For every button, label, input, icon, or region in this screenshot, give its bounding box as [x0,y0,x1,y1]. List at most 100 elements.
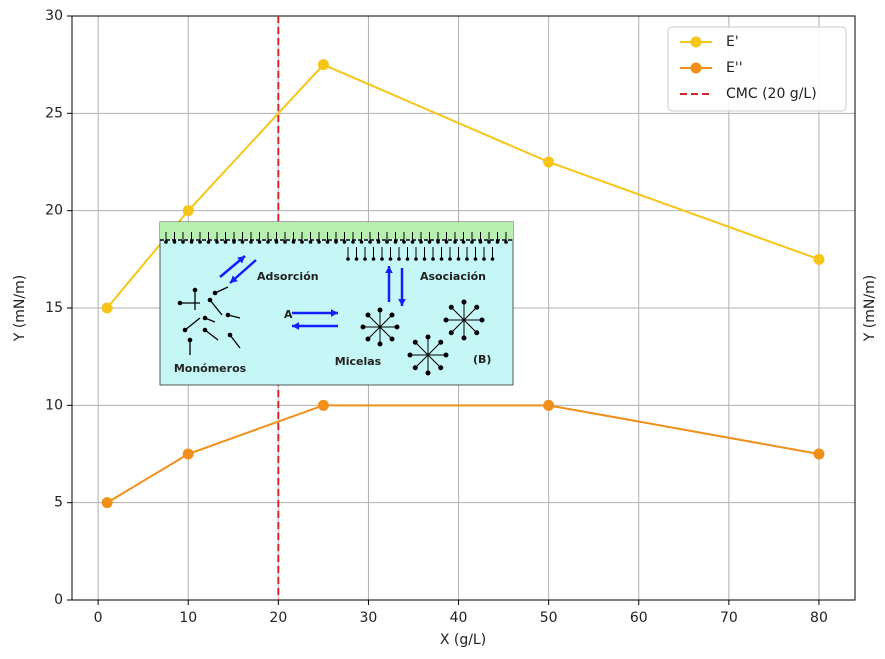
pin-head [444,240,449,244]
pin-head [422,257,427,261]
pin-head [427,240,432,244]
pin-head [465,257,469,261]
inset-surface [160,222,513,239]
micelle-head [377,341,383,347]
monomer-head [202,327,208,333]
monomer [209,299,223,316]
pin-head [439,257,444,261]
pin-head [317,240,321,244]
point [182,448,194,460]
pin-head [240,240,245,244]
legend-label: E' [726,34,739,50]
pin-head [351,240,355,244]
legend: E' E'' CMC (20 g/L) [667,26,847,112]
pin-head [206,240,211,244]
y-tick-label: 15 [45,300,63,316]
arrow-head [330,309,338,317]
pin-head [402,240,406,244]
pin-head [274,240,279,244]
pin-head [291,240,296,244]
monomer [214,286,229,294]
micelle-head [365,312,371,318]
micelle-head [448,304,454,310]
pin-head [376,240,381,244]
y-tick-label: 30 [45,8,63,24]
micelle-head [438,339,444,345]
micelle-head [443,317,449,323]
micelle-head [412,365,418,371]
y-tick-label: 10 [45,397,63,413]
point [101,497,113,509]
micelle-head [425,334,431,340]
pin-head [453,240,457,244]
micelle-head [389,312,395,318]
pin-head [470,240,474,244]
pin-head [490,257,495,261]
pin-head [342,240,347,244]
pin-head [172,240,177,244]
pin-head [325,240,330,244]
arrow-head [230,275,238,283]
y-tick-label: 25 [45,105,63,121]
pin-head [461,240,466,244]
micelle-head [394,324,400,330]
pin-head [354,257,359,261]
point [317,399,329,411]
x-tick-label: 30 [360,610,378,626]
micelle-arm [414,354,429,369]
pin-head [473,257,478,261]
monomer-head [227,332,233,338]
pin-head [164,240,168,244]
inset-label: Adsorción [257,270,319,283]
y-tick-label: 20 [45,203,63,219]
y2-axis-label: Y (mN/m) [862,275,878,342]
pin-head [419,240,423,244]
micelle-arm [379,326,393,340]
pin-head [410,240,415,244]
x-tick-label: 60 [630,610,648,626]
x-axis-label: X (g/L) [440,632,486,648]
x-tick-label: 70 [720,610,738,626]
pin-head [456,257,461,261]
micelle-head [479,317,485,323]
x-tick-label: 20 [269,610,287,626]
y-tick-label: 5 [54,495,63,511]
micelle-head [438,365,444,371]
pin-head [397,257,401,261]
arrow-head [385,266,393,274]
micelle-head [474,330,480,336]
micelle-head [461,335,467,341]
pin-head [359,240,364,244]
point [813,253,825,265]
pin-head [223,240,228,244]
micelle-head [474,304,480,310]
point [813,448,825,460]
x-tick-label: 50 [540,610,558,626]
point [182,205,194,217]
pin-head [300,240,304,244]
micelle-arm [367,326,381,340]
point [543,399,555,411]
pin-head [215,240,219,244]
pin-head [405,257,410,261]
x-tick-label: 40 [450,610,468,626]
micelle-head [443,352,449,358]
pin-head [363,257,367,261]
micelle-head [389,336,395,342]
arrow-head [237,256,245,264]
pin-head [487,240,491,244]
pin-head [478,240,483,244]
pin-head [448,257,452,261]
micelle-arm [450,319,465,334]
micelle-arm [414,341,429,356]
pin-head [198,240,202,244]
micelle-head [360,324,366,330]
micelle-arm [450,306,465,321]
legend-label: E'' [726,60,743,76]
inset-label: Asociación [420,270,486,283]
monomer-head [182,327,188,333]
y-axis-label: Y (mN/m) [12,275,28,342]
micelle-head [461,299,467,305]
inset-label: A [284,308,293,321]
